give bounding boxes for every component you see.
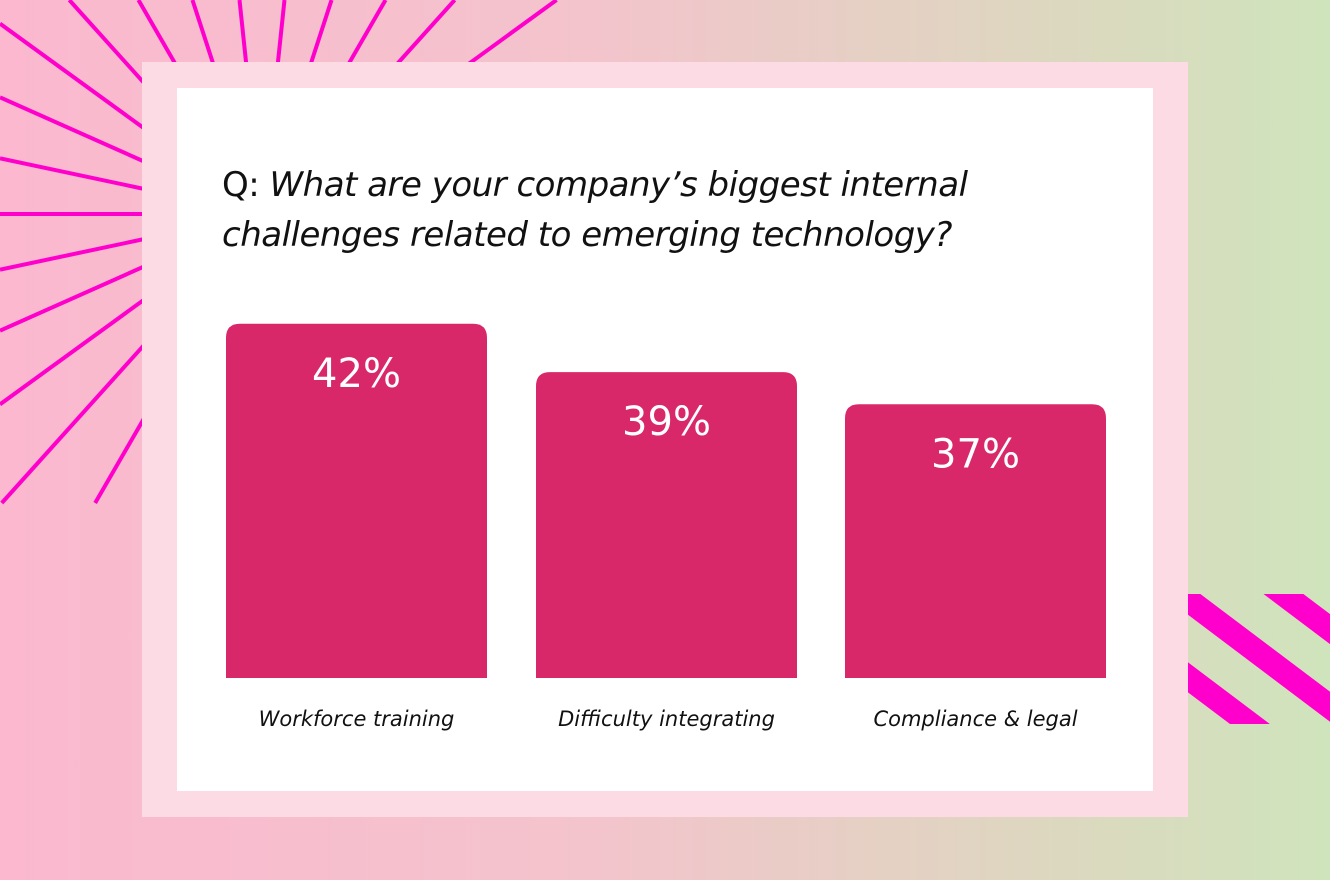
bar [845, 404, 1106, 678]
bar-data-label: 39% [622, 399, 711, 445]
category-label: Workforce training [259, 707, 455, 731]
title-prefix: Q: [222, 165, 260, 205]
category-label: Difficulty integrating [558, 707, 775, 731]
chart-card: Q: What are your company’s biggest inter… [177, 88, 1153, 791]
bar-chart: 42% Workforce training 39% Difficulty integ… [226, 323, 1106, 731]
category-label: Compliance & legal [873, 707, 1077, 731]
title-text: What are your company’s biggest internal… [222, 165, 968, 255]
chart-title: Q: What are your company’s biggest inter… [222, 160, 1142, 260]
diagonal-stripes [1188, 594, 1330, 724]
bar-data-label: 37% [931, 431, 1020, 477]
bar [536, 372, 797, 678]
bar [226, 323, 487, 678]
bar-data-label: 42% [312, 351, 401, 397]
